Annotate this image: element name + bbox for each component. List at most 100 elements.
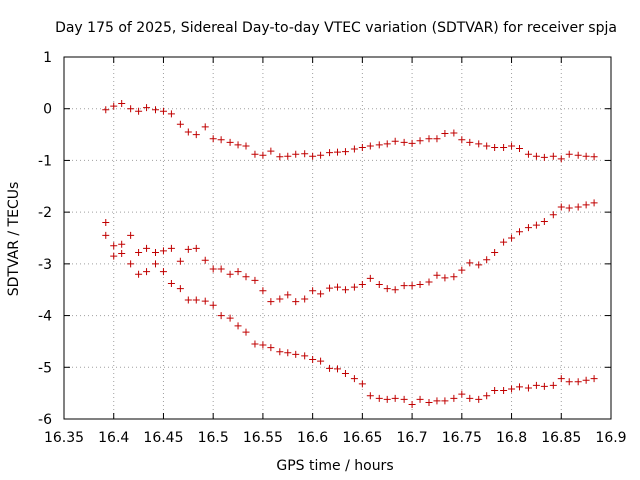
data-point: [582, 376, 590, 384]
data-point: [366, 392, 374, 400]
x-tick-label: 16.75: [442, 430, 482, 446]
data-point: [334, 365, 341, 373]
data-point: [425, 398, 433, 406]
data-point: [242, 142, 250, 150]
data-point: [590, 153, 598, 161]
data-point: [317, 357, 325, 365]
data-point: [540, 382, 548, 390]
data-point: [167, 280, 175, 288]
x-tick-label: 16.5: [198, 430, 229, 446]
data-point: [416, 137, 424, 145]
data-point: [500, 238, 508, 246]
data-point: [326, 284, 334, 292]
data-point: [475, 261, 483, 269]
data-point: [466, 259, 474, 267]
data-point: [391, 394, 399, 402]
data-point: [425, 135, 433, 143]
data-point: [127, 105, 135, 113]
data-point: [408, 139, 416, 147]
data-point: [135, 270, 143, 278]
data-point: [557, 155, 565, 163]
data-point: [341, 369, 349, 377]
data-point: [209, 265, 217, 273]
data-point: [234, 141, 242, 149]
data-point: [118, 100, 126, 108]
data-point: [366, 274, 374, 282]
data-point: [102, 218, 110, 226]
data-point: [532, 152, 540, 160]
data-point: [301, 352, 309, 360]
data-point: [251, 150, 259, 158]
data-point: [450, 129, 458, 137]
data-point: [102, 231, 110, 239]
data-point: [226, 314, 234, 322]
data-point: [516, 383, 524, 391]
data-point: [491, 248, 499, 256]
data-point: [334, 148, 341, 156]
data-point: [135, 248, 143, 256]
data-point: [565, 150, 573, 158]
data-point: [242, 273, 250, 281]
data-point: [176, 257, 184, 265]
data-point: [516, 145, 524, 153]
data-point: [425, 278, 433, 286]
y-tick-label: -4: [38, 309, 52, 325]
data-point: [267, 298, 275, 306]
x-tick-label: 16.55: [243, 430, 283, 446]
data-point: [217, 136, 225, 144]
data-point: [143, 104, 151, 112]
data-point: [259, 151, 267, 159]
data-point: [276, 295, 284, 303]
data-point: [292, 350, 300, 358]
data-point: [565, 204, 573, 212]
data-point: [383, 285, 391, 293]
data-point: [416, 395, 424, 403]
data-point: [375, 394, 383, 402]
y-tick-label: -1: [38, 153, 52, 169]
y-tick-label: 0: [43, 102, 52, 118]
data-point: [458, 136, 466, 144]
data-point: [508, 385, 516, 393]
data-point: [127, 260, 135, 268]
data-point: [549, 211, 557, 219]
chart-title: Day 175 of 2025, Sidereal Day-to-day VTE…: [55, 20, 617, 36]
data-point: [159, 107, 167, 115]
data-point: [441, 130, 449, 138]
data-point: [184, 128, 192, 136]
data-point: [192, 244, 200, 252]
data-point: [159, 247, 167, 255]
data-point: [400, 282, 408, 290]
data-point: [135, 107, 143, 115]
data-point: [350, 145, 358, 153]
data-point: [284, 152, 292, 160]
data-point: [267, 147, 275, 155]
series-lower: [102, 231, 598, 409]
data-point: [433, 135, 441, 143]
x-tick-label: 16.85: [541, 430, 581, 446]
data-point: [441, 397, 449, 405]
data-point: [408, 401, 416, 409]
data-point: [234, 322, 242, 330]
data-point: [292, 150, 300, 158]
data-point: [590, 375, 598, 383]
data-point: [557, 203, 565, 211]
y-tick-label: -5: [38, 360, 52, 376]
data-point: [350, 283, 358, 291]
data-point: [516, 228, 524, 236]
data-point: [317, 151, 325, 159]
data-point: [192, 131, 200, 139]
y-tick-label: -3: [38, 257, 52, 273]
data-point: [524, 384, 532, 392]
data-point: [209, 301, 217, 309]
data-point: [408, 282, 416, 290]
y-axis-label: SDTVAR / TECUs: [6, 182, 22, 297]
data-point: [267, 344, 275, 352]
data-point: [309, 356, 317, 364]
data-point: [358, 144, 366, 151]
data-point: [159, 268, 167, 276]
data-point: [217, 265, 225, 273]
plot-frame: [63, 56, 612, 420]
data-point: [284, 291, 292, 299]
data-point: [309, 287, 317, 295]
